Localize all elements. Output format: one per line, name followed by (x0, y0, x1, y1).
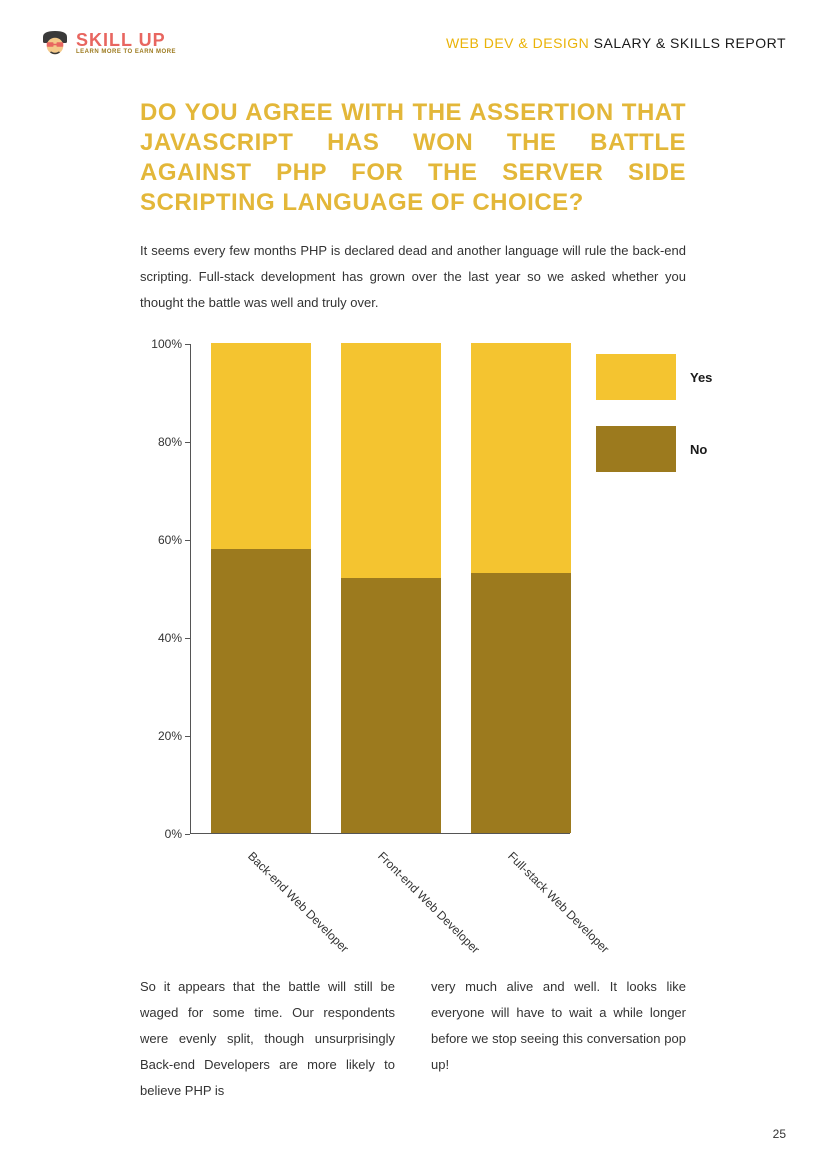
legend-item-yes: Yes (596, 354, 756, 400)
legend-swatch-yes (596, 354, 676, 400)
ytick-label: 100% (140, 337, 190, 351)
bar-segment-no (211, 549, 311, 833)
ytick-mark (185, 540, 190, 541)
logo: SKILL UP LEARN MORE TO EARN MORE (40, 28, 176, 58)
ytick-mark (185, 834, 190, 835)
legend-swatch-no (596, 426, 676, 472)
ytick-label: 80% (140, 435, 190, 449)
body-col-2: very much alive and well. It looks like … (431, 974, 686, 1104)
plot-area (190, 344, 570, 834)
bar-segment-yes (341, 343, 441, 578)
bar-segment-no (341, 578, 441, 833)
ytick-label: 60% (140, 533, 190, 547)
bar-segment-no (471, 573, 571, 833)
body-col-1: So it appears that the battle will still… (140, 974, 395, 1104)
bar-segment-yes (211, 343, 311, 549)
ytick-mark (185, 344, 190, 345)
legend-label-no: No (690, 442, 707, 457)
content: DO YOU AGREE WITH THE ASSERTION THAT JAV… (40, 98, 786, 1104)
ytick-label: 40% (140, 631, 190, 645)
ytick-label: 20% (140, 729, 190, 743)
logo-sub: LEARN MORE TO EARN MORE (76, 49, 176, 55)
bar-group (471, 344, 571, 833)
legend: Yes No (596, 354, 756, 498)
body-columns: So it appears that the battle will still… (140, 974, 686, 1104)
header: SKILL UP LEARN MORE TO EARN MORE WEB DEV… (40, 28, 786, 58)
bar-group (211, 344, 311, 833)
logo-face-icon (40, 28, 70, 58)
intro-paragraph: It seems every few months PHP is declare… (140, 238, 686, 316)
xtick-label: Front-end Web Developer (375, 849, 482, 956)
report-title: WEB DEV & DESIGN SALARY & SKILLS REPORT (446, 35, 786, 51)
ytick-mark (185, 736, 190, 737)
logo-main: SKILL UP (76, 31, 176, 49)
ytick-mark (185, 638, 190, 639)
page: SKILL UP LEARN MORE TO EARN MORE WEB DEV… (0, 0, 826, 1169)
xtick-label: Full-stack Web Developer (505, 849, 612, 956)
xtick-label: Back-end Web Developer (245, 849, 351, 955)
ytick-mark (185, 442, 190, 443)
report-title-dark: SALARY & SKILLS REPORT (589, 35, 786, 51)
logo-text: SKILL UP LEARN MORE TO EARN MORE (76, 31, 176, 55)
page-number: 25 (773, 1127, 786, 1141)
chart-inner: 0%20%40%60%80%100%Back-end Web Developer… (140, 344, 570, 854)
chart: 0%20%40%60%80%100%Back-end Web Developer… (140, 344, 686, 854)
legend-item-no: No (596, 426, 756, 472)
bar-segment-yes (471, 343, 571, 573)
bar-group (341, 344, 441, 833)
legend-label-yes: Yes (690, 370, 712, 385)
question-heading: DO YOU AGREE WITH THE ASSERTION THAT JAV… (140, 98, 686, 218)
ytick-label: 0% (140, 827, 190, 841)
report-title-accent: WEB DEV & DESIGN (446, 35, 589, 51)
